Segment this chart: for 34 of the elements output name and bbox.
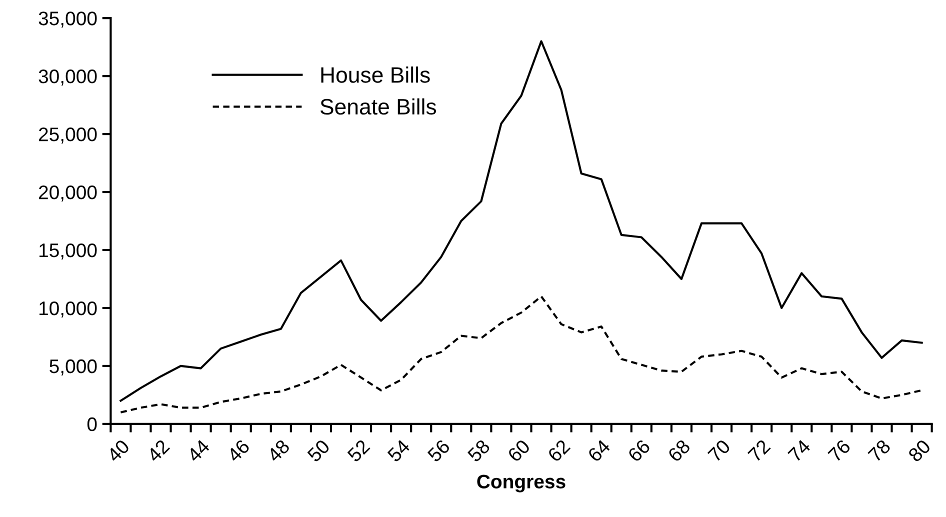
x-tick-label: 40 — [106, 438, 130, 463]
x-tick-label: 48 — [266, 438, 290, 463]
legend-label: Senate Bills — [320, 98, 436, 115]
y-tick-label: 10,000 — [40, 301, 97, 318]
line-series — [120, 40, 923, 402]
x-tick-label: 56 — [426, 438, 451, 463]
x-tick-label: 74 — [788, 438, 812, 462]
x-tick-label: 68 — [667, 438, 691, 463]
x-tick-label: 44 — [186, 438, 210, 463]
x-tick-label: 58 — [466, 438, 491, 463]
legend-label: House Bills — [321, 66, 430, 83]
x-tick-label: 78 — [868, 438, 892, 463]
x-tick-label: 76 — [827, 438, 852, 463]
x-tick-label: 80 — [907, 438, 932, 463]
x-tick-label: 70 — [707, 438, 732, 463]
x-tick-label: 52 — [346, 438, 370, 463]
y-tick-label: 0 — [87, 417, 97, 432]
y-tick-label: 20,000 — [39, 185, 97, 202]
x-axis-title: Congress — [477, 474, 566, 492]
y-tick-label: 5,000 — [50, 359, 97, 376]
y-tick-label: 15,000 — [40, 243, 97, 260]
line-series — [120, 295, 923, 414]
x-tick-label: 72 — [747, 438, 771, 462]
y-tick-label: 25,000 — [39, 128, 97, 144]
x-tick-label: 54 — [386, 438, 411, 463]
x-tick-label: 46 — [226, 438, 250, 463]
x-tick-label: 62 — [547, 438, 571, 463]
x-tick-label: 64 — [587, 438, 612, 463]
y-tick-label: 30,000 — [38, 70, 97, 86]
x-tick-label: 60 — [507, 438, 531, 463]
x-tick-label: 50 — [306, 438, 331, 463]
y-tick-label: 35,000 — [38, 12, 97, 28]
x-tick-label: 66 — [627, 438, 651, 463]
x-tick-label: 42 — [146, 438, 170, 463]
